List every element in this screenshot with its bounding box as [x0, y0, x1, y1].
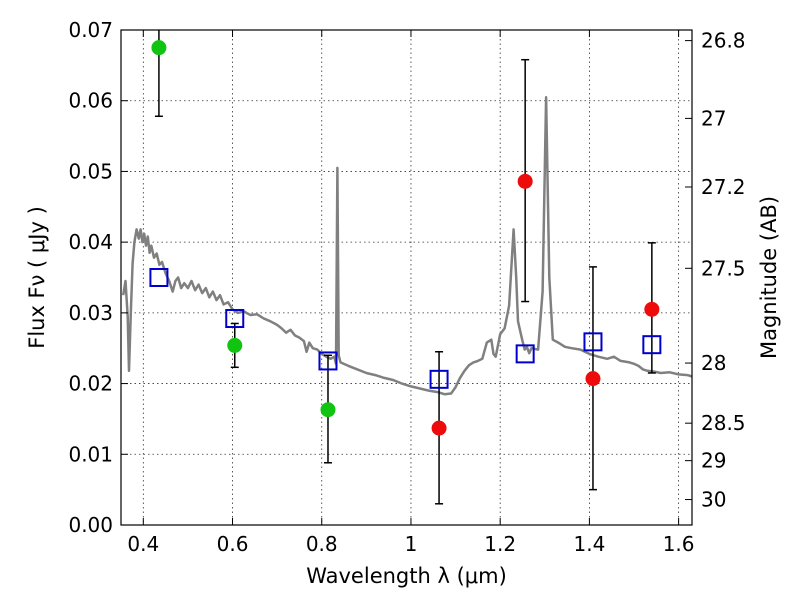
y-tick-label: 0.04	[68, 230, 113, 254]
red-data-point	[517, 173, 533, 189]
model-flux-square	[225, 309, 245, 329]
plot-frame	[120, 29, 693, 526]
grid-layer	[121, 30, 692, 525]
red-data-point	[431, 420, 447, 436]
right-tick-label: 27.2	[701, 175, 746, 199]
y-tick-label: 0.01	[68, 442, 113, 466]
sed-model-line	[121, 95, 693, 396]
y-tick-label: 0.03	[68, 301, 113, 325]
right-tick-label: 27	[701, 106, 726, 130]
sed-layer	[121, 95, 693, 396]
y-tick-label: 0.00	[68, 513, 113, 537]
right-tick-label: 27.5	[701, 256, 746, 280]
x-tick-label: 0.8	[306, 532, 338, 556]
points-layer	[149, 40, 662, 436]
right-tick-label: 29	[701, 449, 726, 473]
model-flux-square	[318, 351, 338, 371]
y-tick-label: 0.05	[68, 159, 113, 183]
right-tick-label: 28	[701, 351, 726, 375]
y-tick-label: 0.06	[68, 89, 113, 113]
green-data-point	[227, 337, 243, 353]
y-axis-right-title: Magnitude (AB)	[757, 196, 781, 359]
ticks-layer: 0.4 0.6 0.8 1 1.2 1.4 1.6 0.00 0.01 0.02 0.03 0.04 0…	[68, 18, 745, 556]
model-flux-square	[583, 332, 603, 352]
y-tick-label: 0.02	[68, 372, 113, 396]
x-tick-label: 1	[405, 532, 418, 556]
model-flux-square	[642, 335, 662, 355]
model-flux-square	[149, 268, 169, 287]
x-tick-label: 1.4	[573, 532, 605, 556]
y-axis-title: Flux Fν ( μJy )	[25, 206, 49, 349]
x-tick-label: 1.6	[663, 532, 695, 556]
y-tick-label: 0.07	[68, 18, 113, 42]
right-tick-label: 30	[701, 488, 726, 512]
model-flux-square	[429, 369, 449, 389]
red-data-point	[585, 371, 601, 387]
x-axis-title: Wavelength λ (μm)	[306, 564, 507, 588]
x-tick-label: 0.6	[217, 532, 249, 556]
red-data-point	[644, 301, 660, 317]
model-flux-square	[515, 344, 535, 364]
green-data-point	[320, 402, 336, 418]
right-tick-label: 26.8	[701, 29, 746, 53]
x-tick-label: 1.2	[484, 532, 516, 556]
right-tick-label: 28.5	[701, 411, 746, 435]
x-tick-label: 0.4	[127, 532, 159, 556]
green-data-point	[151, 40, 167, 56]
